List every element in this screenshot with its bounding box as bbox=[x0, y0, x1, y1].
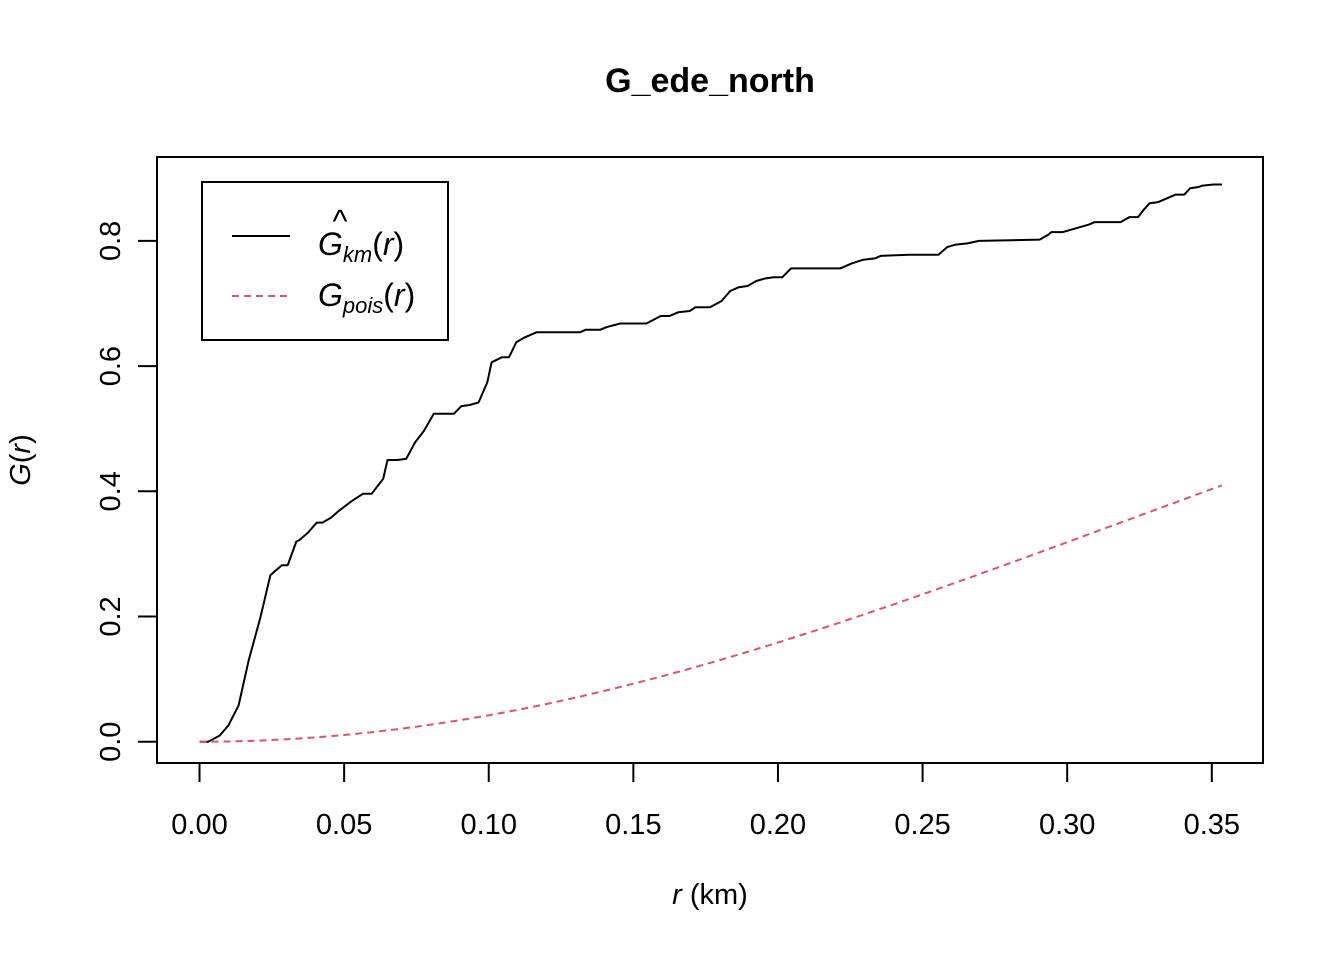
x-tick-label: 0.20 bbox=[750, 809, 806, 841]
legend-paren-open-series-2: ( bbox=[383, 277, 394, 313]
x-axis-label-var: r bbox=[672, 879, 683, 911]
legend-box bbox=[201, 181, 449, 341]
y-tick-label: 0.4 bbox=[95, 471, 127, 511]
x-tick-label: 0.30 bbox=[1039, 809, 1095, 841]
x-tick-label: 0.00 bbox=[171, 809, 227, 841]
x-axis-label: r (km) bbox=[672, 879, 748, 911]
y-tick-label: 0.6 bbox=[95, 346, 127, 386]
legend-main-series-2: G bbox=[318, 277, 343, 313]
legend: ^ Gkm(r) Gpois(r) bbox=[201, 181, 449, 341]
x-tick-label: 0.25 bbox=[894, 809, 950, 841]
x-tick-label: 0.15 bbox=[605, 809, 661, 841]
y-axis-label-var: r bbox=[5, 443, 37, 454]
x-tick-label: 0.10 bbox=[461, 809, 517, 841]
legend-label-series-2: Gpois(r) bbox=[318, 277, 415, 318]
y-axis-label-paren-close: ) bbox=[5, 434, 37, 444]
legend-main-series-1: G bbox=[318, 226, 343, 262]
x-tick-label: 0.05 bbox=[316, 809, 372, 841]
legend-var-series-1: r bbox=[383, 226, 395, 262]
legend-label-series-1: Gkm(r) bbox=[318, 226, 404, 267]
chart-title: G_ede_north bbox=[605, 62, 815, 100]
legend-var-series-2: r bbox=[394, 277, 406, 313]
series-line-1 bbox=[199, 183, 1222, 743]
legend-sub-series-1: km bbox=[343, 242, 372, 267]
y-axis-label: G(r) bbox=[5, 434, 37, 486]
legend-paren-close-series-2: ) bbox=[405, 277, 416, 313]
y-tick-label: 0.8 bbox=[95, 221, 127, 261]
legend-paren-close-series-1: ) bbox=[394, 226, 405, 262]
y-axis: 0.0 0.2 0.4 0.6 0.8 bbox=[95, 221, 158, 762]
x-axis-label-unit: (km) bbox=[682, 879, 748, 911]
x-tick-label: 0.35 bbox=[1184, 809, 1240, 841]
series-line-2 bbox=[199, 484, 1223, 743]
legend-paren-open-series-1: ( bbox=[372, 226, 383, 262]
legend-sub-series-2: pois bbox=[342, 293, 383, 318]
legend-hat-series-1: ^ bbox=[332, 203, 347, 239]
y-tick-label: 0.2 bbox=[95, 596, 127, 636]
y-axis-label-main: G bbox=[5, 463, 37, 486]
x-axis: 0.00 0.05 0.10 0.15 0.20 0.25 0.30 0.35 bbox=[171, 762, 1240, 841]
series-layer bbox=[199, 183, 1223, 743]
y-axis-label-paren-open: ( bbox=[5, 453, 37, 463]
y-tick-label: 0.0 bbox=[95, 722, 127, 762]
